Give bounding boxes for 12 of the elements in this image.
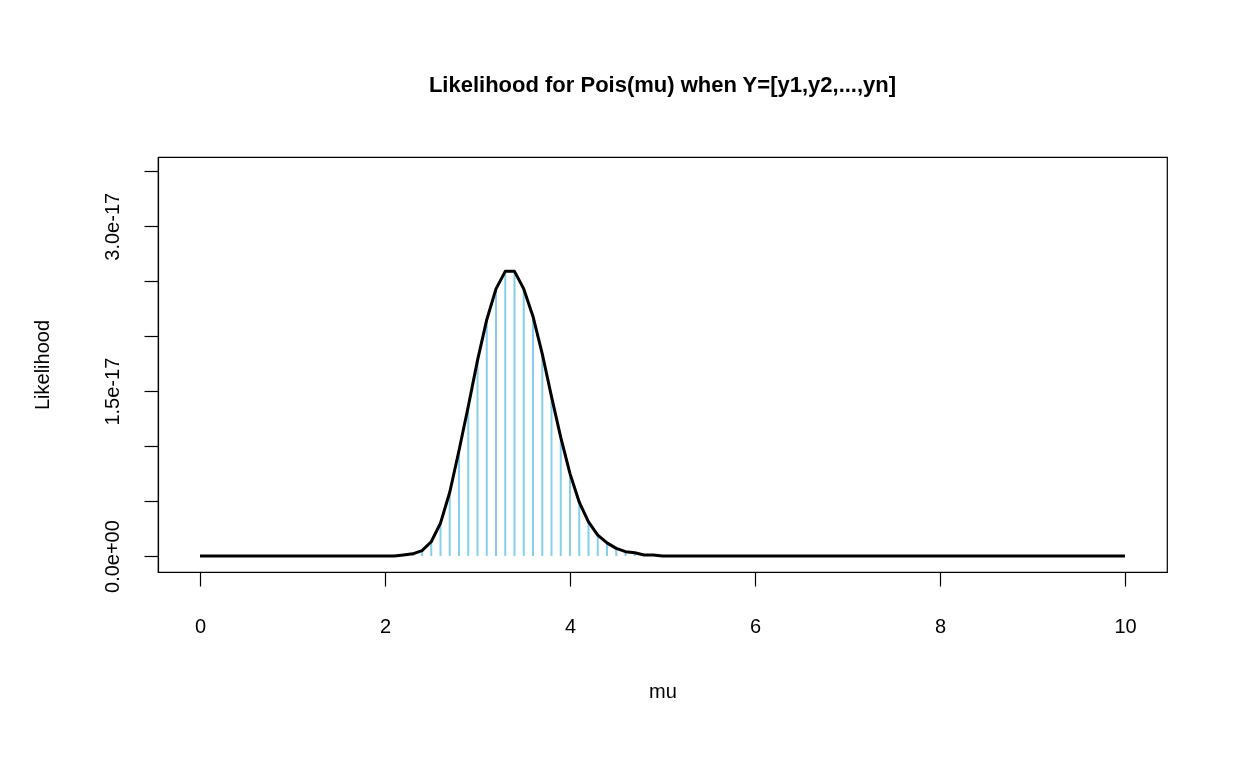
x-tick-label: 2 [379,614,392,637]
y-axis-title: Likelihood [30,319,53,411]
x-tick-label: 0 [194,614,207,637]
x-tick-label: 4 [564,614,577,637]
x-axis-title: mu [649,679,677,702]
y-tick-label: 0.0e+00 [100,520,123,593]
x-tick-label: 10 [1114,614,1137,637]
x-tick-label: 8 [934,614,947,637]
chart-title: Likelihood for Pois(mu) when Y=[y1,y2,...,yn] [428,72,897,97]
x-tick-label: 6 [749,614,762,637]
y-tick-label: 1.5e-17 [100,357,123,426]
y-tick-label: 3.0e-17 [100,192,123,261]
